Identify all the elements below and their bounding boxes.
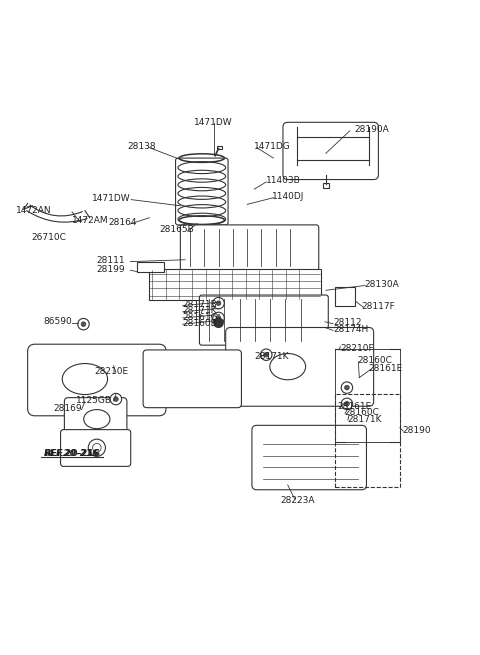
Bar: [336, 349, 400, 442]
Text: 28164: 28164: [109, 218, 137, 227]
Bar: [323, 183, 329, 188]
Bar: [336, 287, 355, 306]
Text: 28171B: 28171B: [183, 300, 217, 309]
Circle shape: [341, 382, 353, 394]
Text: 28117F: 28117F: [362, 301, 396, 310]
Text: REF.20-216: REF.20-216: [44, 449, 100, 458]
Text: 26710C: 26710C: [32, 233, 67, 242]
FancyBboxPatch shape: [143, 350, 241, 407]
Text: 1125GB: 1125GB: [76, 396, 112, 405]
Text: 1471DW: 1471DW: [194, 118, 233, 127]
Text: 1472AN: 1472AN: [16, 206, 51, 215]
Circle shape: [341, 398, 353, 409]
Circle shape: [110, 394, 121, 405]
Text: 28160C: 28160C: [357, 356, 392, 365]
FancyBboxPatch shape: [283, 122, 378, 179]
Text: 28112: 28112: [334, 318, 362, 328]
Text: 28138: 28138: [128, 141, 156, 151]
Circle shape: [213, 297, 224, 309]
Circle shape: [78, 318, 89, 330]
Circle shape: [114, 397, 118, 402]
Circle shape: [216, 301, 221, 305]
Text: 28165B: 28165B: [160, 225, 194, 234]
Text: 28190: 28190: [402, 426, 431, 435]
Ellipse shape: [270, 354, 306, 380]
Circle shape: [213, 312, 224, 324]
FancyBboxPatch shape: [60, 430, 131, 466]
Text: 28171K: 28171K: [183, 307, 217, 315]
Text: 28190A: 28190A: [355, 125, 389, 134]
Text: 28174H: 28174H: [334, 325, 369, 334]
Text: 28161G: 28161G: [183, 312, 218, 322]
Ellipse shape: [84, 409, 110, 428]
Circle shape: [264, 352, 269, 357]
Bar: [336, 394, 400, 487]
Bar: [217, 145, 222, 149]
Text: 28199: 28199: [96, 265, 124, 274]
Text: 11403B: 11403B: [266, 176, 301, 185]
Text: 1140DJ: 1140DJ: [273, 192, 305, 201]
Text: 28130A: 28130A: [364, 280, 399, 289]
FancyBboxPatch shape: [28, 345, 166, 416]
Text: 28161E: 28161E: [369, 364, 403, 373]
Circle shape: [345, 385, 349, 390]
FancyBboxPatch shape: [64, 398, 127, 441]
Text: REF.20-216: REF.20-216: [44, 449, 100, 458]
Text: 28111: 28111: [96, 256, 124, 265]
Text: 28171K: 28171K: [347, 415, 382, 424]
Circle shape: [216, 316, 221, 320]
Text: 1472AM: 1472AM: [72, 215, 108, 225]
Text: 28223A: 28223A: [280, 496, 314, 505]
Bar: [137, 262, 164, 272]
Circle shape: [261, 349, 272, 360]
Text: 28160B: 28160B: [183, 319, 217, 328]
FancyBboxPatch shape: [199, 295, 328, 345]
Text: 28210F: 28210F: [340, 345, 374, 354]
Text: 28171K: 28171K: [254, 352, 289, 361]
Text: 28161E: 28161E: [338, 402, 372, 411]
Circle shape: [214, 318, 223, 328]
Circle shape: [345, 402, 349, 406]
Text: 1471DG: 1471DG: [254, 141, 291, 151]
Text: 1471DW: 1471DW: [92, 194, 130, 203]
Bar: [149, 269, 321, 300]
Text: 28210E: 28210E: [94, 367, 128, 376]
Text: 86590: 86590: [43, 317, 72, 326]
Text: 28169: 28169: [53, 404, 82, 413]
Circle shape: [88, 439, 106, 457]
Circle shape: [81, 322, 86, 327]
FancyBboxPatch shape: [252, 425, 366, 490]
FancyBboxPatch shape: [180, 225, 319, 271]
Ellipse shape: [62, 364, 108, 394]
Text: 28160C: 28160C: [344, 408, 379, 417]
FancyBboxPatch shape: [226, 328, 373, 406]
